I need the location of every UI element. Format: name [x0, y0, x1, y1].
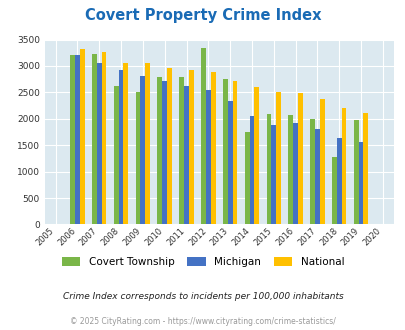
- Bar: [353, 120, 358, 224]
- Bar: [123, 63, 128, 224]
- Legend: Covert Township, Michigan, National: Covert Township, Michigan, National: [62, 257, 343, 267]
- Bar: [101, 52, 106, 224]
- Bar: [179, 77, 183, 224]
- Bar: [205, 90, 210, 224]
- Bar: [271, 125, 275, 224]
- Bar: [244, 132, 249, 224]
- Bar: [297, 93, 302, 224]
- Bar: [362, 113, 367, 224]
- Bar: [145, 63, 150, 224]
- Bar: [210, 72, 215, 224]
- Bar: [341, 108, 345, 224]
- Bar: [135, 92, 140, 224]
- Bar: [118, 70, 123, 224]
- Bar: [80, 49, 84, 224]
- Bar: [309, 119, 314, 224]
- Bar: [222, 79, 227, 224]
- Bar: [183, 86, 188, 224]
- Bar: [167, 68, 171, 224]
- Bar: [292, 123, 297, 224]
- Bar: [96, 63, 101, 224]
- Bar: [162, 81, 167, 224]
- Bar: [314, 129, 319, 224]
- Bar: [75, 55, 80, 224]
- Bar: [227, 101, 232, 224]
- Bar: [275, 92, 280, 224]
- Bar: [288, 115, 292, 224]
- Bar: [232, 81, 237, 224]
- Bar: [188, 70, 193, 224]
- Bar: [331, 157, 336, 224]
- Text: Covert Property Crime Index: Covert Property Crime Index: [85, 8, 320, 23]
- Bar: [319, 99, 324, 224]
- Text: Crime Index corresponds to incidents per 100,000 inhabitants: Crime Index corresponds to incidents per…: [62, 292, 343, 301]
- Bar: [140, 76, 145, 224]
- Bar: [254, 87, 258, 224]
- Bar: [336, 138, 341, 224]
- Bar: [113, 86, 118, 224]
- Bar: [157, 77, 162, 224]
- Bar: [266, 114, 271, 224]
- Bar: [70, 55, 75, 224]
- Text: © 2025 CityRating.com - https://www.cityrating.com/crime-statistics/: © 2025 CityRating.com - https://www.city…: [70, 317, 335, 326]
- Bar: [200, 48, 205, 224]
- Bar: [249, 116, 254, 224]
- Bar: [92, 54, 96, 224]
- Bar: [358, 142, 362, 224]
